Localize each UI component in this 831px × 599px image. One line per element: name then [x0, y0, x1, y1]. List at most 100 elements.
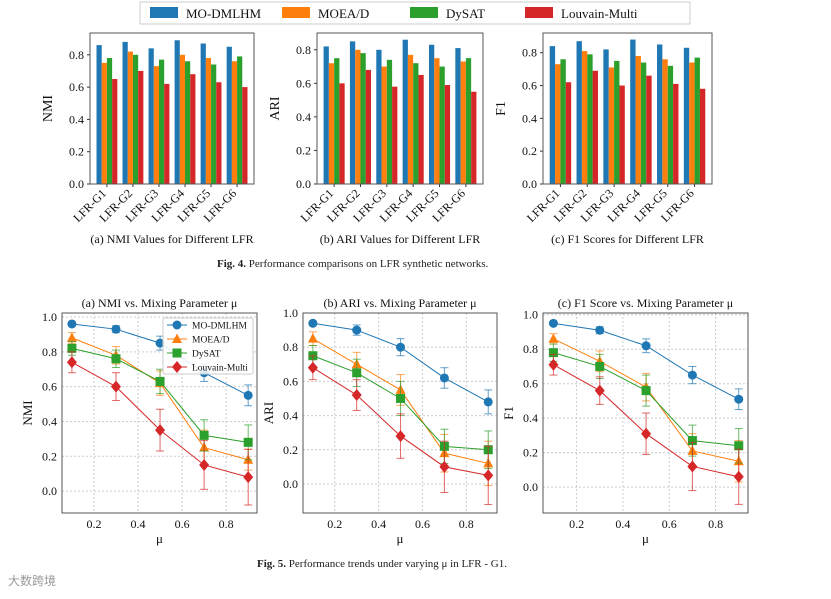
point-louvain-multi: [66, 356, 77, 369]
bar-moea/d-lfr-g3: [153, 66, 159, 184]
bar-louvain-multi-lfr-g5: [216, 82, 222, 184]
subplot-caption: (b) ARI Values for Different LFR: [320, 232, 481, 246]
y-tick-label: 0.4: [523, 411, 538, 425]
legend-swatch-2: [410, 7, 438, 18]
y-tick-label: 0.6: [522, 79, 537, 93]
bar-moea/d-lfr-g3: [608, 67, 615, 184]
bar-dysat-lfr-g1: [334, 58, 340, 184]
y-tick-label: 0.8: [69, 48, 84, 62]
x-tick-label: 0.2: [86, 517, 101, 531]
y-tick-label: 0.4: [42, 414, 57, 428]
point-louvain-multi: [395, 430, 406, 443]
bar-dysat-lfr-g1: [560, 59, 566, 185]
bar-louvain-multi-lfr-g5: [444, 85, 451, 184]
bar-louvain-multi-lfr-g1: [112, 79, 118, 184]
bar-dysat-lfr-g4: [640, 62, 647, 184]
point-dysat: [641, 386, 651, 396]
plot-frame: [89, 32, 255, 185]
point-louvain-multi: [548, 358, 559, 371]
bar-mo-dmlhm-lfr-g3: [148, 48, 154, 184]
bar-dysat-lfr-g5: [667, 65, 674, 184]
bar-mo-dmlhm-lfr-g2: [349, 41, 356, 185]
bar-dysat-lfr-g3: [158, 59, 165, 184]
x-tick-label: 0.4: [371, 517, 386, 531]
x-axis-label: μ: [156, 531, 163, 546]
bar-mo-dmlhm-lfr-g5: [657, 44, 663, 184]
point-mo-dmlhm: [308, 318, 318, 328]
y-tick-label: 0.6: [296, 76, 311, 90]
bar-mo-dmlhm-lfr-g2: [122, 41, 128, 184]
y-tick-label: 0.8: [296, 43, 311, 57]
x-tick-label: 0.6: [662, 517, 677, 531]
line-legend-marker-3: [172, 361, 182, 373]
point-mo-dmlhm: [687, 370, 697, 380]
bar-moea/d-lfr-g2: [127, 51, 133, 185]
x-tick-label: 0.2: [569, 517, 584, 531]
bar-louvain-multi-lfr-g4: [646, 75, 652, 184]
line-legend-label-0: MO-DMLHM: [192, 322, 247, 332]
legend-swatch-0: [150, 7, 178, 18]
x-tick-label: 0.6: [415, 517, 430, 531]
point-louvain-multi: [351, 389, 362, 402]
y-tick-label: 0.4: [69, 112, 84, 126]
point-louvain-multi: [243, 471, 254, 484]
y-tick-label: 0.0: [42, 484, 57, 498]
legend-swatch-3: [525, 7, 553, 18]
y-axis-label: NMI: [41, 95, 56, 123]
bar-louvain-multi-lfr-g2: [138, 70, 144, 184]
point-louvain-multi: [733, 470, 744, 483]
line-legend-marker-0: [172, 320, 182, 330]
bar-moea/d-lfr-g2: [355, 49, 361, 185]
point-louvain-multi: [594, 384, 605, 397]
bar-louvain-multi-lfr-g1: [565, 82, 572, 184]
bar-dysat-lfr-g2: [132, 54, 139, 184]
line-legend-label-3: Louvain-Multi: [192, 364, 248, 374]
line-legend-marker-1: [172, 333, 182, 343]
bar-moea/d-lfr-g5: [662, 59, 668, 185]
y-tick-label: 0.8: [522, 46, 537, 60]
legend-swatch-1: [282, 7, 310, 18]
point-mo-dmlhm: [439, 373, 449, 383]
subplot-title: (c) F1 Score vs. Mixing Parameter μ: [558, 296, 733, 310]
watermark: 大数跨境: [8, 574, 57, 588]
point-mo-dmlhm: [483, 397, 493, 407]
y-tick-label: 0.8: [42, 345, 57, 359]
bar-dysat-lfr-g6: [465, 58, 472, 184]
bar-louvain-multi-lfr-g5: [673, 83, 679, 184]
x-tick-label: 0.8: [708, 517, 723, 531]
y-tick-label: 0.4: [283, 409, 298, 423]
y-tick-label: 0.0: [523, 480, 538, 494]
point-dysat: [243, 437, 253, 447]
bar-mo-dmlhm-lfr-g1: [96, 45, 102, 184]
bar-mo-dmlhm-lfr-g4: [402, 39, 408, 184]
y-tick-label: 0.2: [523, 446, 538, 460]
y-tick-label: 1.0: [283, 306, 298, 320]
point-mo-dmlhm: [641, 341, 651, 351]
bar-mo-dmlhm-lfr-g4: [174, 40, 180, 184]
point-louvain-multi: [439, 460, 450, 473]
point-louvain-multi: [307, 361, 318, 374]
point-mo-dmlhm: [67, 319, 77, 329]
point-moea/d: [307, 333, 318, 343]
point-louvain-multi: [155, 424, 166, 437]
y-tick-label: 0.0: [296, 177, 311, 191]
bar-mo-dmlhm-lfr-g6: [683, 47, 690, 184]
point-dysat: [111, 354, 121, 364]
y-tick-label: 0.2: [42, 449, 57, 463]
fig4-label: Fig. 4.: [217, 258, 247, 270]
point-dysat: [734, 441, 744, 451]
bar-dysat-lfr-g2: [360, 53, 366, 185]
point-mo-dmlhm: [155, 338, 165, 348]
subplot-caption: (c) F1 Scores for Different LFR: [551, 232, 704, 246]
y-tick-label: 0.2: [69, 145, 84, 159]
y-tick-label: 0.0: [69, 177, 84, 191]
point-moea/d: [66, 332, 77, 342]
point-dysat: [595, 361, 605, 371]
bar-mo-dmlhm-lfr-g3: [603, 49, 609, 185]
bar-mo-dmlhm-lfr-g6: [455, 48, 461, 184]
point-dysat: [67, 343, 77, 353]
bar-dysat-lfr-g5: [211, 64, 217, 184]
bar-mo-dmlhm-lfr-g6: [226, 46, 232, 185]
legend-label-1: MOEA/D: [318, 6, 369, 21]
